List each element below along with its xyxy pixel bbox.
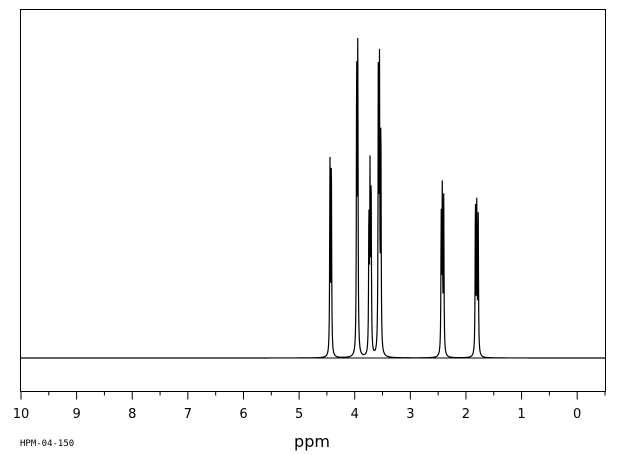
x-tick-label: 8 (128, 407, 136, 422)
spectrum-code-label: HPM-04-150 (20, 439, 74, 449)
x-tick-label: 10 (13, 407, 30, 422)
x-tick-label: 5 (295, 407, 303, 422)
x-tick-label: 0 (573, 407, 581, 422)
x-tick-label: 7 (184, 407, 192, 422)
x-axis-label: ppm (294, 432, 330, 451)
spectrum-trace (21, 37, 605, 359)
x-tick-label: 6 (239, 407, 247, 422)
x-tick-label: 1 (517, 407, 525, 422)
x-tick-label: 2 (462, 407, 470, 422)
x-axis-ticks (20, 391, 606, 400)
x-axis-tick-labels: 10 9 8 7 6 5 4 3 2 1 0 (13, 407, 582, 422)
x-tick-label: 9 (72, 407, 80, 422)
x-tick-label: 4 (351, 407, 359, 422)
plot-frame (20, 9, 606, 392)
x-tick-label: 3 (406, 407, 414, 422)
